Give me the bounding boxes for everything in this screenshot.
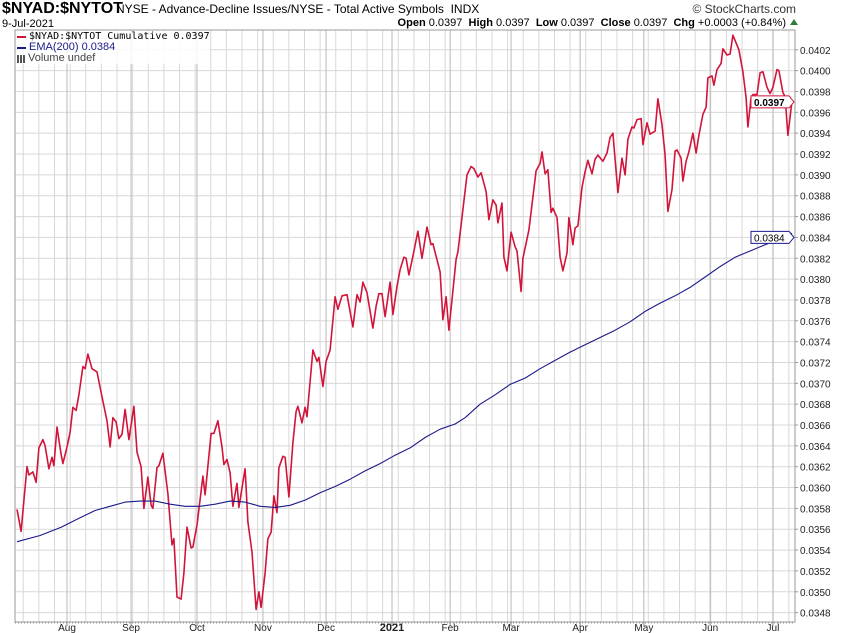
y-tick-label: 0.0386: [800, 213, 831, 224]
y-tick-label: 0.0372: [800, 358, 831, 369]
legend-item-ema[interactable]: EMA(200) 0.0384: [17, 42, 210, 53]
high-value: 0.0397: [496, 17, 530, 29]
series-layer: [16, 34, 793, 611]
open-value: 0.0397: [428, 17, 463, 29]
open-label: Open: [397, 17, 426, 29]
high-label: High: [468, 17, 493, 29]
x-tick-label: 2021: [380, 622, 404, 633]
cumulative-line: [16, 34, 793, 611]
legend: $NYAD:$NYTOT Cumulative 0.0397 EMA(200) …: [17, 31, 210, 64]
x-tick-label: Oct: [189, 623, 205, 633]
symbol-title: $NYAD:$NYTOT: [2, 0, 123, 17]
close-value: 0.0397: [633, 17, 668, 29]
y-tick-label: 0.0348: [800, 609, 831, 620]
symbol-description: NYSE - Advance-Decline Issues/NYSE - Tot…: [116, 2, 479, 16]
plot-frame: [14, 29, 796, 623]
y-tick-label: 0.0384: [800, 233, 831, 244]
y-tick-label: 0.0378: [800, 296, 831, 307]
y-axis: 0.0348 0.0350 0.0352 0.0354 0.0356 0.0358 0.03…: [795, 46, 831, 620]
y-tick-label: 0.0360: [800, 484, 831, 495]
y-tick-label: 0.0364: [800, 442, 831, 453]
volume-bars-icon: [17, 54, 26, 63]
x-tick-label: Apr: [572, 623, 588, 633]
red-line-swatch-icon: [17, 35, 26, 38]
x-tick-label: May: [634, 623, 653, 633]
y-tick-label: 0.0356: [800, 525, 831, 536]
close-label: Close: [600, 17, 631, 29]
main-last-value-tag: [750, 95, 795, 109]
up-arrow-icon: [790, 19, 798, 25]
description-text: NYSE - Advance-Decline Issues/NYSE - Tot…: [116, 2, 444, 16]
chart-date: 9-Jul-2021: [2, 18, 54, 30]
y-tick-label: 0.0392: [800, 150, 831, 161]
legend-volume-label: Volume undef: [28, 52, 96, 64]
last-value-tags: 0.0397 0.0384: [750, 95, 795, 244]
y-tick-label: 0.0376: [800, 317, 831, 328]
x-tick-label: Dec: [317, 623, 335, 633]
ema200-line: [16, 232, 793, 543]
legend-ema-label: EMA(200) 0.0384: [29, 41, 116, 53]
y-tick-label: 0.0366: [800, 421, 831, 432]
x-tick-label: Jul: [767, 623, 780, 633]
y-tick-label: 0.0350: [800, 588, 831, 599]
ohlc-summary: Open 0.0397 High 0.0397 Low 0.0397 Close…: [398, 17, 798, 29]
y-tick-label: 0.0396: [800, 108, 831, 119]
y-tick-label: 0.0402: [800, 46, 831, 57]
y-tick-label: 0.0398: [800, 87, 831, 98]
y-tick-label: 0.0354: [800, 546, 831, 557]
y-tick-label: 0.0394: [800, 129, 831, 140]
x-axis: Aug Sep Oct Nov Dec 2021 Feb Mar Apr May Jun Jul: [15, 622, 795, 633]
y-tick-label: 0.0358: [800, 504, 831, 515]
low-value: 0.0397: [560, 17, 595, 29]
y-tick-label: 0.0400: [800, 67, 831, 78]
y-tick-label: 0.0390: [800, 171, 831, 182]
main-last-value-label: 0.0397: [754, 98, 785, 109]
legend-main-label: $NYAD:$NYTOT Cumulative 0.0397: [29, 31, 210, 42]
y-tick-label: 0.0380: [800, 275, 831, 286]
x-tick-label: Feb: [442, 623, 460, 633]
x-tick-label: Jun: [702, 623, 718, 633]
grid-lines: [15, 30, 795, 622]
low-label: Low: [535, 17, 558, 29]
y-tick-label: 0.0370: [800, 379, 831, 390]
legend-item-main[interactable]: $NYAD:$NYTOT Cumulative 0.0397: [17, 31, 210, 42]
exchange-label: INDX: [450, 2, 480, 16]
x-tick-label: Aug: [58, 623, 76, 633]
y-tick-label: 0.0388: [800, 192, 831, 203]
chg-value: +0.0003 (+0.84%): [697, 17, 786, 29]
chg-label: Chg: [673, 17, 695, 29]
x-tick-label: Nov: [254, 623, 272, 633]
y-tick-label: 0.0352: [800, 567, 831, 578]
y-tick-label: 0.0382: [800, 254, 831, 265]
y-tick-label: 0.0374: [800, 338, 831, 349]
y-tick-label: 0.0362: [800, 463, 831, 474]
stockcharts-brand[interactable]: © StockCharts.com: [692, 2, 796, 16]
x-tick-label: Mar: [502, 623, 520, 633]
blue-line-swatch-icon: [17, 46, 26, 49]
legend-item-volume[interactable]: Volume undef: [17, 53, 210, 64]
x-tick-label: Sep: [122, 623, 140, 633]
ema-last-value-tag: [750, 230, 795, 244]
ema-last-value-label: 0.0384: [754, 233, 785, 244]
y-tick-label: 0.0368: [800, 400, 831, 411]
